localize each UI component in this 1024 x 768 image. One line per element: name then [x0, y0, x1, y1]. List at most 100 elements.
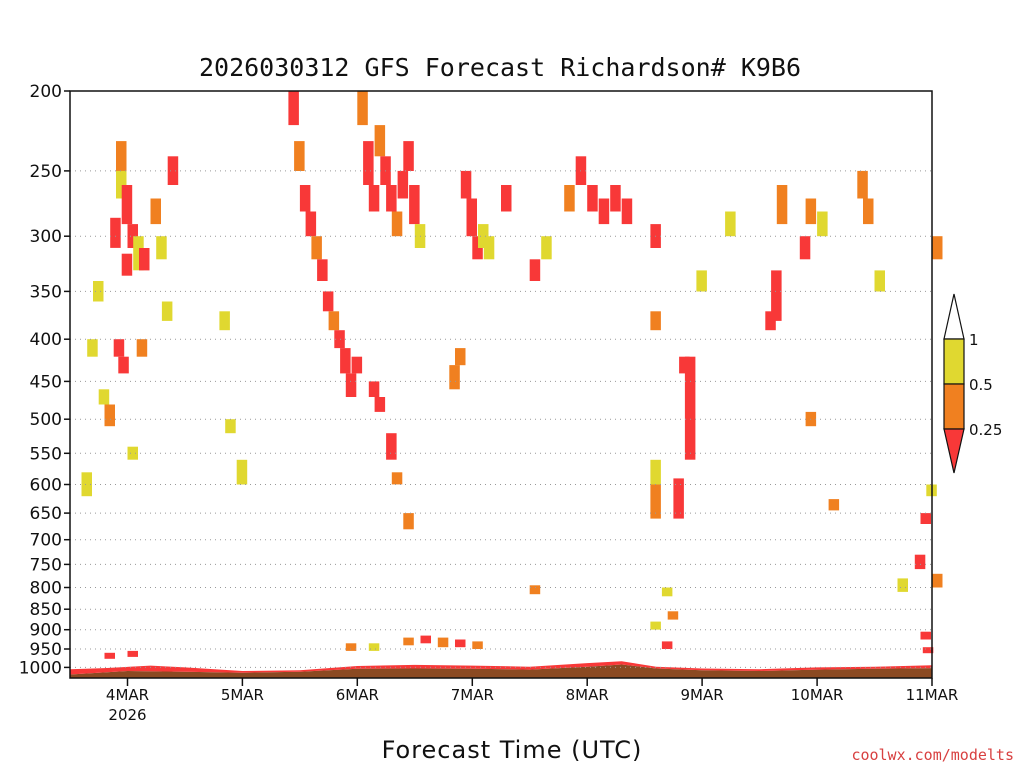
ri-cell — [93, 281, 104, 302]
ri-cell — [127, 224, 138, 248]
legend-label: 0.25 — [969, 421, 1002, 439]
ri-cell — [334, 330, 345, 349]
ri-cell — [420, 635, 431, 644]
ri-cell — [621, 198, 633, 225]
ri-cell — [920, 513, 931, 524]
ri-cell — [368, 381, 380, 397]
ri-cell — [529, 585, 541, 595]
ri-cell — [483, 236, 495, 260]
legend-top-triangle — [943, 293, 965, 340]
ri-cell — [340, 348, 351, 374]
ri-cell — [455, 639, 466, 648]
ri-cell — [118, 356, 129, 374]
y-tick-label: 300 — [30, 227, 62, 247]
ri-cell — [932, 236, 943, 260]
ri-cell — [110, 217, 121, 248]
ri-cell — [167, 156, 179, 185]
ri-cell — [368, 185, 380, 212]
ri-cell — [403, 637, 414, 646]
ri-cell — [673, 478, 684, 519]
y-tick-label: 850 — [30, 600, 62, 620]
y-tick-label: 200 — [30, 82, 62, 102]
ri-cell — [294, 141, 305, 171]
richardson-cells — [81, 91, 943, 674]
x-tick-label: 9MAR — [681, 686, 724, 704]
ri-cell — [104, 652, 115, 659]
ri-cell — [466, 198, 477, 237]
ri-cell — [472, 641, 483, 649]
ri-cell — [104, 404, 115, 427]
ri-cell — [650, 484, 661, 519]
ri-cell — [121, 185, 133, 225]
legend-label: 0.5 — [969, 376, 993, 394]
ri-cell — [345, 373, 357, 397]
chart-title: 2026030312 GFS Forecast Richardson# K9B6 — [199, 53, 801, 82]
ri-cell — [650, 459, 661, 485]
ri-cell — [409, 185, 420, 225]
ri-cell — [725, 211, 736, 237]
ri-cell — [932, 573, 943, 588]
ri-cell — [529, 259, 541, 281]
ri-cell — [661, 587, 673, 597]
ri-cell — [81, 472, 92, 497]
ri-cell — [914, 554, 926, 570]
ri-cell — [610, 185, 621, 212]
ri-cell — [139, 248, 150, 271]
ri-cell — [897, 578, 908, 592]
y-tick-label: 500 — [30, 410, 62, 430]
x-axis-title: Forecast Time (UTC) — [382, 736, 643, 764]
ri-cell — [472, 236, 483, 260]
colorbar-legend: 1 0.5 0.25 — [943, 293, 1002, 474]
ri-cell — [776, 185, 788, 225]
y-tick-label: 600 — [30, 476, 62, 496]
y-tick-label: 900 — [30, 621, 62, 641]
ri-cell — [156, 236, 167, 260]
y-tick-label: 550 — [30, 444, 62, 464]
y-tick-label: 350 — [30, 282, 62, 302]
ri-cell — [150, 198, 161, 225]
legend-bin-orange — [943, 383, 965, 430]
ri-cell — [857, 170, 868, 199]
credit-annotation: coolwx.com/modelts — [851, 746, 1014, 764]
ri-cell — [305, 211, 317, 237]
ri-cell — [403, 513, 414, 530]
ri-cell — [351, 356, 363, 374]
ri-cell — [116, 141, 127, 171]
ri-cell — [236, 459, 248, 485]
surface-layer — [70, 661, 932, 678]
ri-cell — [311, 236, 322, 260]
y-tick-label: 250 — [30, 162, 62, 182]
ri-cell — [541, 236, 552, 260]
ri-cell — [121, 253, 133, 276]
ri-cell — [771, 270, 782, 321]
ri-cell — [874, 270, 885, 292]
y-tick-label: 700 — [30, 531, 62, 551]
ri-cell — [397, 170, 409, 199]
y-tick-label: 950 — [30, 640, 62, 660]
ri-cell — [828, 499, 840, 511]
ri-cell — [391, 211, 403, 237]
ri-cell — [920, 631, 931, 640]
x-tick-label: 11MAR — [906, 686, 959, 704]
ri-cell — [679, 356, 690, 374]
ri-cell — [650, 621, 661, 630]
y-axis: 200 250 300 350 400 450 500 550 600 650 700 750 8008… — [19, 82, 70, 678]
y-tick-label: 1000 — [19, 658, 62, 678]
ri-cell — [696, 270, 707, 292]
ri-cell — [133, 236, 144, 271]
x-year-label: 2026 — [108, 706, 146, 724]
ri-cell — [478, 224, 489, 248]
x-tick-label: 10MAR — [791, 686, 844, 704]
ri-cell — [817, 211, 828, 237]
ri-cell — [345, 643, 357, 651]
ri-cell — [564, 185, 575, 212]
x-axis: 4MAR 5MAR 6MAR 7MAR 8MAR 9MAR 10MAR 11MAR 2026 — [106, 678, 958, 724]
ri-cell — [225, 419, 236, 434]
ri-cell — [328, 311, 340, 331]
ri-cell — [127, 446, 138, 460]
ri-cell — [650, 311, 661, 331]
ri-cell — [299, 185, 311, 212]
ri-cell — [922, 647, 934, 654]
ri-cell — [391, 472, 403, 485]
